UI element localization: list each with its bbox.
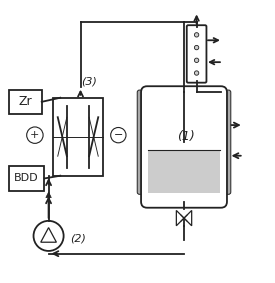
FancyBboxPatch shape	[219, 90, 231, 194]
Bar	[53, 98, 103, 176]
Polygon shape	[46, 192, 51, 198]
Bar	[9, 166, 45, 191]
Circle shape	[194, 71, 199, 75]
Text: (1): (1)	[177, 130, 194, 143]
Text: BDD: BDD	[14, 173, 39, 183]
Text: +: +	[30, 130, 40, 140]
FancyBboxPatch shape	[187, 25, 207, 83]
Circle shape	[27, 127, 43, 143]
Circle shape	[194, 58, 199, 63]
Polygon shape	[184, 211, 192, 226]
Bar	[9, 89, 42, 114]
FancyBboxPatch shape	[137, 90, 149, 194]
Text: (3): (3)	[81, 76, 97, 86]
Text: (2): (2)	[70, 234, 86, 244]
Text: −: −	[114, 130, 123, 140]
Text: Zr: Zr	[18, 95, 32, 108]
Circle shape	[111, 127, 126, 143]
Bar	[148, 150, 219, 194]
FancyBboxPatch shape	[141, 86, 227, 208]
Polygon shape	[41, 228, 56, 242]
Polygon shape	[176, 211, 184, 226]
Circle shape	[34, 221, 64, 251]
Circle shape	[194, 33, 199, 37]
Circle shape	[194, 45, 199, 50]
